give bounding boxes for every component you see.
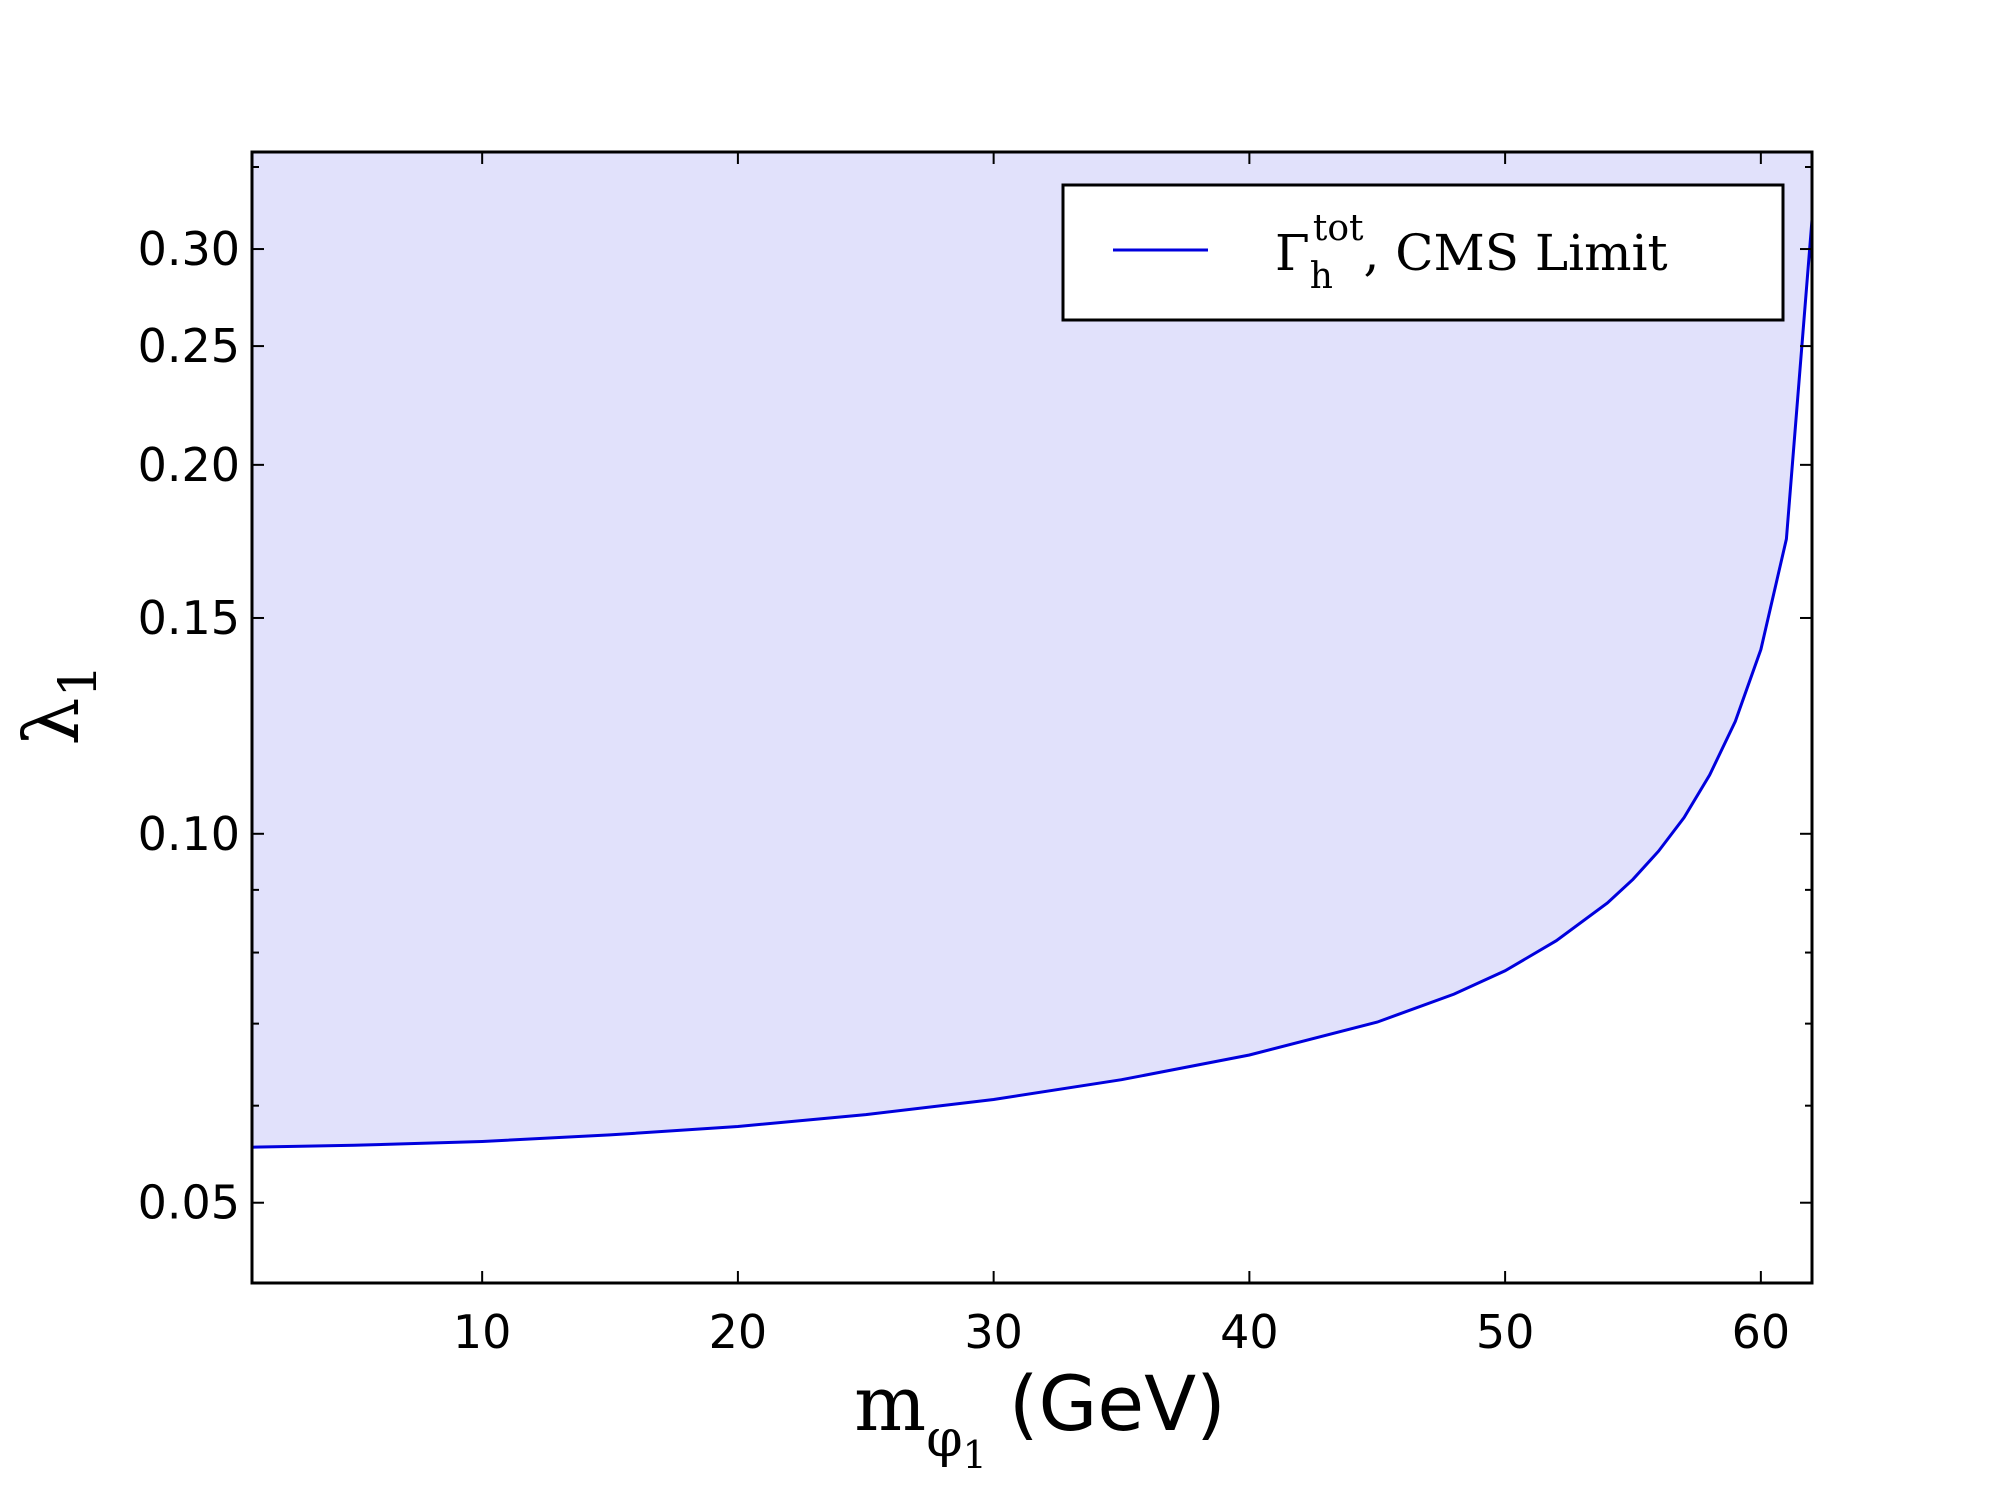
x-label-sub-index: 1 — [963, 1433, 987, 1477]
legend-label: Γh tot, CMS Limit — [1275, 208, 1668, 297]
x-tick-label: 60 — [1732, 1305, 1791, 1359]
x-tick-label: 10 — [453, 1305, 512, 1359]
axis-ticks: 10 20 30 40 50 60 0.05 0.10 0.15 0.20 0.25 0.30 — [138, 152, 1812, 1359]
y-tick-label: 0.30 — [138, 222, 240, 276]
plot-frame — [250, 150, 1814, 1285]
y-axis-label: λ1 — [7, 664, 109, 745]
x-label-main: m — [854, 1359, 926, 1448]
x-tick-label: 20 — [709, 1305, 768, 1359]
y-label-main: λ — [7, 697, 96, 745]
legend-symbol: Γ — [1275, 224, 1310, 282]
y-label-sub: 1 — [49, 664, 109, 697]
y-tick-label: 0.20 — [138, 438, 240, 492]
x-tick-label: 30 — [964, 1305, 1023, 1359]
excluded-region-fill — [252, 152, 1812, 1148]
x-axis-label: mφ1 (GeV) — [854, 1359, 1226, 1477]
legend-box — [1061, 183, 1785, 322]
y-tick-label: 0.10 — [138, 807, 240, 861]
y-tick-label: 0.05 — [138, 1176, 240, 1230]
legend-rest: , CMS Limit — [1364, 224, 1668, 282]
x-label-sub-symbol: φ — [926, 1409, 962, 1469]
legend: Γh tot, CMS Limit — [1061, 183, 1785, 322]
x-tick-label: 40 — [1220, 1305, 1279, 1359]
plot-area — [251, 152, 1814, 1149]
legend-sub: h — [1310, 256, 1333, 297]
y-tick-label: 0.15 — [138, 591, 240, 645]
x-tick-label: 50 — [1476, 1305, 1535, 1359]
y-tick-label: 0.25 — [138, 319, 240, 373]
series-line-cms-limit — [251, 219, 1814, 1149]
legend-sup: tot — [1313, 208, 1364, 249]
x-label-unit: (GeV) — [1009, 1359, 1226, 1448]
